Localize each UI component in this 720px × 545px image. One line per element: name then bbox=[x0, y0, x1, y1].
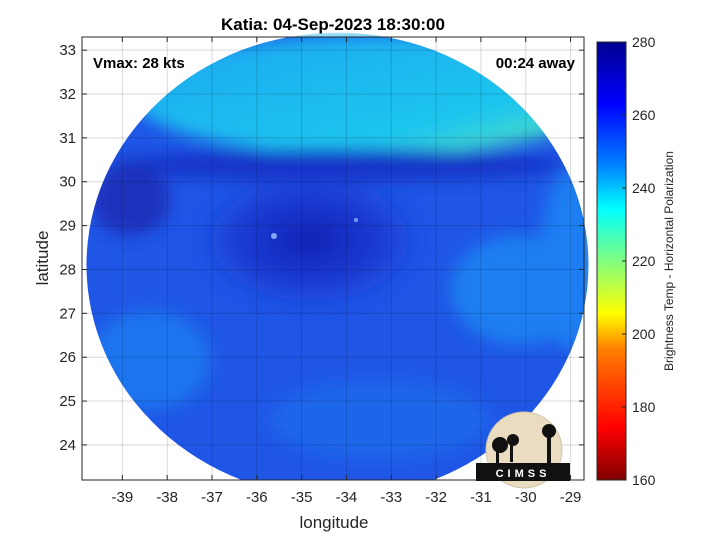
y-axis-label: latitude bbox=[33, 231, 52, 286]
colorbar-tick-label: 280 bbox=[632, 34, 656, 50]
y-tick-label: 32 bbox=[59, 86, 76, 103]
storm-core bbox=[190, 165, 430, 315]
x-tick-label: -38 bbox=[156, 489, 178, 506]
x-tick-label: -37 bbox=[201, 489, 223, 506]
cimss-logo: CIMSS bbox=[476, 411, 570, 489]
x-tick-label: -30 bbox=[515, 489, 537, 506]
x-tick-label: -32 bbox=[425, 489, 447, 506]
colorbar-ticks: 160 180 200 220 240 260 280 bbox=[622, 34, 656, 488]
dark-band bbox=[110, 149, 570, 181]
colorbar-tick-label: 160 bbox=[632, 472, 656, 488]
y-tick-label: 30 bbox=[59, 174, 76, 191]
x-tick-label: -34 bbox=[336, 489, 358, 506]
logo-text: CIMSS bbox=[496, 468, 551, 480]
x-tick-label: -36 bbox=[246, 489, 268, 506]
y-tick-label: 27 bbox=[59, 305, 76, 322]
y-tick-label: 28 bbox=[59, 261, 76, 278]
y-tick-label: 29 bbox=[59, 218, 76, 235]
x-tick-label: -31 bbox=[470, 489, 492, 506]
y-tick-label: 25 bbox=[59, 393, 76, 410]
chart-title: Katia: 04-Sep-2023 18:30:00 bbox=[221, 15, 445, 34]
plot-frame bbox=[81, 36, 585, 481]
warm-spot bbox=[271, 233, 277, 239]
x-tick-label: -35 bbox=[291, 489, 313, 506]
east-edge bbox=[540, 170, 589, 350]
microwave-swath bbox=[86, 35, 589, 480]
x-axis-ticks: -39 -38 -37 -36 -35 -34 -33 -32 -31 -30 -29 bbox=[111, 37, 581, 506]
y-tick-label: 31 bbox=[59, 130, 76, 147]
y-tick-label: 24 bbox=[59, 437, 76, 454]
time-away-label: 00:24 away bbox=[496, 55, 576, 72]
colorbar-tick-label: 180 bbox=[632, 399, 656, 415]
y-tick-label: 33 bbox=[59, 42, 76, 59]
colorbar-tick-label: 260 bbox=[632, 107, 656, 123]
x-tick-label: -39 bbox=[111, 489, 133, 506]
colorbar bbox=[596, 41, 627, 481]
south-cyan-patch bbox=[270, 380, 490, 460]
colorbar-label: Brightness Temp - Horizontal Polarizatio… bbox=[662, 151, 676, 371]
colorbar-tick-label: 200 bbox=[632, 326, 656, 342]
x-tick-label: -33 bbox=[380, 489, 402, 506]
y-tick-label: 26 bbox=[59, 349, 76, 366]
vmax-label: Vmax: 28 kts bbox=[93, 55, 185, 72]
x-tick-label: -29 bbox=[560, 489, 582, 506]
warm-spot bbox=[354, 218, 358, 222]
y-axis-ticks: 24 25 26 27 28 29 30 31 32 33 bbox=[59, 42, 584, 454]
x-axis-label: longitude bbox=[299, 513, 368, 532]
grid-lines bbox=[82, 37, 584, 480]
colorbar-tick-label: 240 bbox=[632, 180, 656, 196]
west-dark-patch bbox=[90, 165, 170, 235]
colorbar-tick-label: 220 bbox=[632, 253, 656, 269]
